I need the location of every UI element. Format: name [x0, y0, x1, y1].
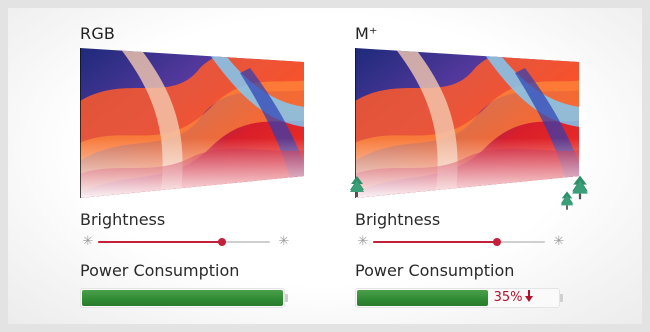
brightness-track	[373, 238, 545, 246]
comparison-card: RGB	[8, 8, 642, 324]
sun-small-icon: ✳	[82, 234, 94, 249]
arrow-down-icon	[524, 290, 533, 302]
brightness-label-rgb: Brightness	[80, 210, 166, 229]
panel-title-mplus: M⁺	[355, 24, 378, 43]
tv-screen-image	[80, 48, 304, 198]
battery-cap	[285, 294, 288, 302]
brightness-slider-mplus: ✳ ✳	[355, 234, 567, 250]
power-saving-text: 35%	[493, 290, 523, 305]
battery-cap	[560, 294, 563, 302]
brightness-thumb	[217, 238, 226, 246]
panel-title-rgb: RGB	[80, 24, 116, 43]
power-label-mplus: Power Consumption	[355, 261, 515, 280]
sun-small-icon: ✳	[357, 234, 369, 249]
brightness-fill	[98, 241, 222, 243]
tv-screen-rgb	[80, 48, 312, 218]
battery-level-bar	[357, 290, 488, 306]
panel-rgb: RGB	[80, 8, 320, 324]
brightness-label-mplus: Brightness	[355, 210, 441, 229]
power-saving-indicator: 35%	[494, 288, 533, 308]
sun-large-icon: ✳	[553, 234, 565, 249]
tree-icon	[560, 191, 574, 210]
brightness-slider-rgb: ✳ ✳	[80, 234, 292, 250]
brightness-thumb	[492, 238, 501, 246]
panel-mplus: M⁺	[350, 8, 595, 324]
tree-icon	[350, 176, 364, 197]
power-battery-rgb	[80, 288, 290, 308]
sun-large-icon: ✳	[278, 234, 290, 249]
tv-screen-image	[355, 48, 579, 198]
battery-level-bar	[82, 290, 283, 306]
power-label-rgb: Power Consumption	[80, 261, 240, 280]
brightness-track	[98, 238, 270, 246]
tree-icon	[572, 175, 588, 200]
brightness-fill	[373, 241, 497, 243]
power-battery-mplus: 35%	[355, 288, 565, 308]
tv-screen-mplus	[350, 48, 588, 218]
